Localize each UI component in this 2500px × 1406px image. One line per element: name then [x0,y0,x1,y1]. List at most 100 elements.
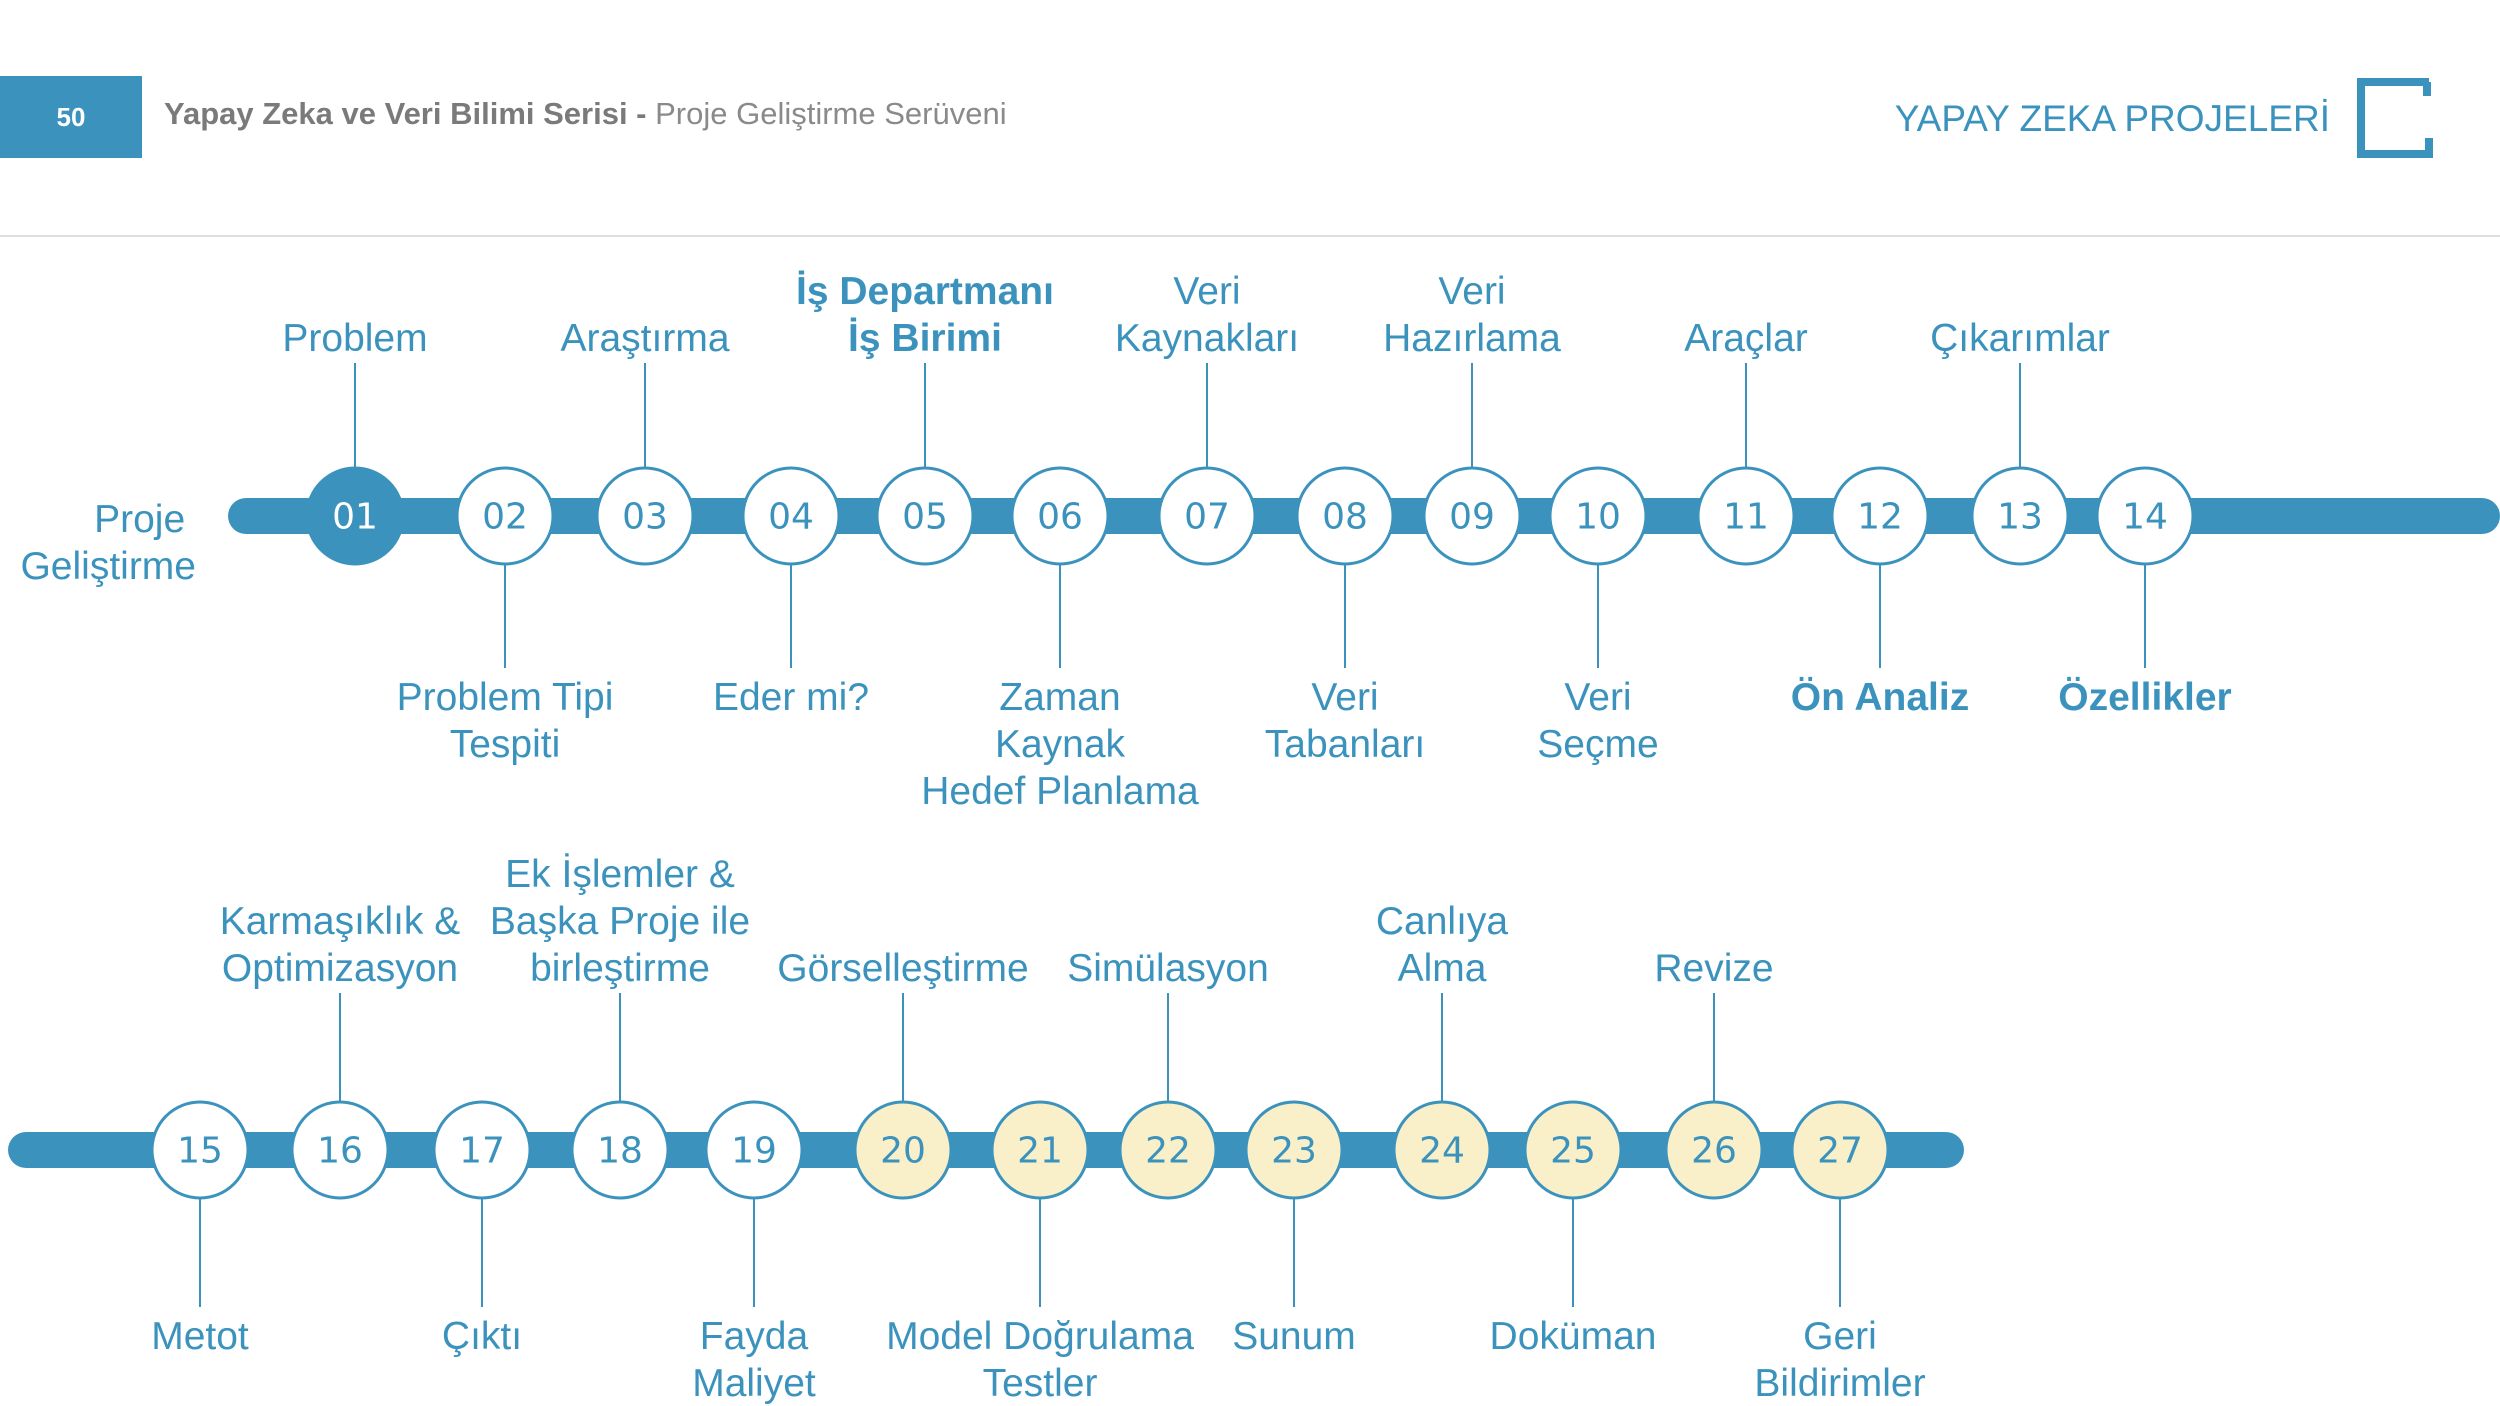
step-16-label-line: Karmaşıklık & [220,900,461,943]
step-19-label-line: Fayda [700,1315,809,1358]
step-12-circle [1830,466,1930,566]
step-22: 22 Simülasyon [1067,947,1269,1200]
step-26: 26 Revize [1654,947,1774,1200]
step-20-number: 20 [880,1131,926,1172]
step-09-label-line: Veri [1438,270,1505,313]
step-08: 08 Veri Tabanları [1265,466,1425,766]
step-27-circle [1790,1100,1890,1200]
step-14-label: Özellikler [2058,676,2231,719]
step-11-label-line: Araçlar [1684,317,1808,360]
step-02-label: Problem Tipi Tespiti [397,676,614,766]
step-16-number: 16 [317,1131,363,1172]
step-13-circle [1970,466,2070,566]
step-07-label-line: Kaynakları [1115,317,1299,360]
step-25-label-line: Doküman [1490,1315,1657,1358]
step-25-circle [1523,1100,1623,1200]
step-02-label-line: Tespiti [450,723,561,766]
step-13-number: 13 [1997,497,2043,538]
step-25-label: Doküman [1490,1315,1657,1358]
step-24-label: Canlıya Alma [1376,900,1509,990]
step-14-circle [2095,466,2195,566]
step-26-number: 26 [1691,1131,1737,1172]
step-19: 19 Fayda Maliyet [692,1100,816,1405]
step-22-label-line: Simülasyon [1067,947,1269,990]
step-19-label-line: Maliyet [692,1362,816,1405]
step-02-label-line: Problem Tipi [397,676,614,719]
step-03: 03 Araştırma [560,317,730,566]
step-22-number: 22 [1145,1131,1191,1172]
step-08-number: 08 [1322,497,1368,538]
step-18-label-line: birleştirme [530,947,710,990]
step-06: 06 Zaman Kaynak Hedef Planlama [921,466,1199,813]
section-title: YAPAY ZEKA PROJELERİ [1894,98,2330,139]
step-01-label-line: Problem [282,317,427,360]
step-12: 12 Ön Analiz [1791,466,1969,719]
step-10-label-line: Veri [1564,676,1631,719]
step-11-circle [1696,466,1796,566]
step-03-circle [595,466,695,566]
step-15-number: 15 [177,1131,223,1172]
step-20-label-line: Görselleştirme [777,947,1028,990]
step-16: 16 Karmaşıklık & Optimizasyon [220,900,461,1200]
step-20: 20 Görselleştirme [777,947,1029,1200]
step-23-circle [1244,1100,1344,1200]
series-title: Yapay Zeka ve Veri Bilimi Serisi - Proje… [164,96,1007,132]
step-17: 17 Çıktı [432,1100,532,1358]
step-16-label: Karmaşıklık & Optimizasyon [220,900,461,990]
header-divider [0,235,2500,237]
step-14-number: 14 [2122,497,2168,538]
step-09: 09 Veri Hazırlama [1383,270,1561,566]
step-08-label-line: Veri [1311,676,1378,719]
step-02-circle [455,466,555,566]
process-steps: 01 Problem 02 Problem Tipi Tespiti 03 Araştırm… [150,270,2232,1405]
step-08-label: Veri Tabanları [1265,676,1425,766]
step-10-number: 10 [1575,497,1621,538]
step-15-label: Metot [151,1315,249,1358]
start-label-line2: Geliştirme [20,545,196,588]
step-08-circle [1295,466,1395,566]
step-01-circle [305,466,405,566]
step-11-label: Araçlar [1684,317,1808,360]
step-25-number: 25 [1550,1131,1596,1172]
step-20-circle [853,1100,953,1200]
step-24-label-line: Alma [1398,947,1487,990]
step-17-circle [432,1100,532,1200]
series-title-bold: Yapay Zeka ve Veri Bilimi Serisi - [164,96,647,131]
step-06-label-line: Zaman [999,676,1120,719]
step-07: 07 Veri Kaynakları [1115,270,1299,566]
step-17-label: Çıktı [442,1315,522,1358]
step-04: 04 Eder mi? [713,466,869,719]
step-18-label-line: Başka Proje ile [490,900,750,943]
step-11-number: 11 [1723,497,1769,538]
step-19-circle [704,1100,804,1200]
step-19-label: Fayda Maliyet [692,1315,816,1405]
step-23-number: 23 [1271,1131,1317,1172]
step-21: 21 Model Doğrulama Testler [886,1100,1194,1405]
step-22-label: Simülasyon [1067,947,1269,990]
step-18-circle [570,1100,670,1200]
step-05-label-line: İş Birimi [848,317,1002,360]
step-23-label: Sunum [1232,1315,1356,1358]
step-26-label-line: Revize [1654,947,1773,990]
step-04-circle [741,466,841,566]
step-04-label: Eder mi? [713,676,869,719]
step-10-label: Veri Seçme [1537,676,1658,766]
step-13-label-line: Çıkarımlar [1930,317,2110,360]
step-05-number: 05 [902,497,948,538]
step-21-label: Model Doğrulama Testler [886,1315,1194,1405]
step-09-label: Veri Hazırlama [1383,270,1561,360]
step-04-number: 04 [768,497,814,538]
step-14: 14 Özellikler [2058,466,2232,719]
step-24-number: 24 [1419,1131,1465,1172]
step-25: 25 Doküman [1490,1100,1657,1358]
step-06-label-line: Kaynak [995,723,1126,766]
step-18-number: 18 [597,1131,643,1172]
step-09-number: 09 [1449,497,1495,538]
step-03-number: 03 [622,497,668,538]
step-09-circle [1422,466,1522,566]
step-06-label-line: Hedef Planlama [921,770,1199,813]
step-22-circle [1118,1100,1218,1200]
step-15: 15 Metot [150,1100,250,1358]
step-02-number: 02 [482,497,528,538]
